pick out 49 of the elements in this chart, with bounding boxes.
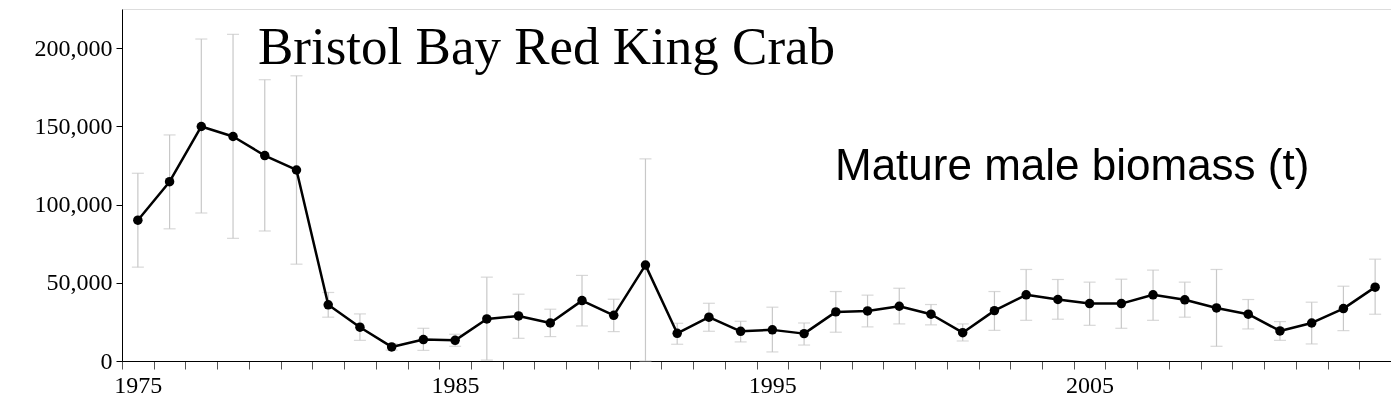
point [418, 334, 429, 345]
point [608, 310, 619, 321]
point [767, 325, 778, 335]
point [672, 328, 682, 339]
y-tick-label: 0 [100, 347, 113, 374]
point [831, 307, 841, 317]
point [323, 300, 333, 310]
point [799, 328, 809, 339]
point [133, 215, 143, 225]
point [1021, 290, 1031, 300]
y-tick-label: 100,000 [34, 191, 113, 218]
point [1338, 303, 1349, 314]
point [545, 318, 556, 328]
point [1116, 298, 1127, 309]
point [704, 312, 714, 322]
point [894, 301, 905, 311]
x-tick-label: 1975 [114, 371, 163, 398]
point [640, 260, 651, 270]
point [1370, 282, 1380, 292]
point [1243, 309, 1253, 319]
point [1211, 303, 1222, 313]
point [735, 326, 746, 337]
point [355, 322, 365, 332]
point [957, 327, 968, 338]
point [989, 305, 1000, 316]
point [1275, 326, 1285, 336]
point [1148, 290, 1158, 300]
x-tick-label: 2005 [1066, 371, 1115, 398]
point [196, 121, 207, 132]
point [513, 311, 524, 321]
point [862, 306, 873, 316]
point [164, 176, 175, 187]
y-tick-label: 50,000 [46, 269, 113, 296]
point [1306, 318, 1317, 328]
x-tick-label: 1985 [431, 371, 480, 398]
point [1180, 295, 1190, 305]
point [1084, 298, 1095, 309]
x-tick-label: 1995 [748, 371, 797, 398]
point [577, 295, 587, 306]
point [1053, 294, 1063, 305]
point [260, 150, 270, 161]
point [291, 165, 302, 175]
point [482, 314, 492, 324]
chart-title: Bristol Bay Red King Crab [258, 17, 836, 75]
annotation: Mature male biomass (t) [835, 140, 1310, 189]
y-tick-label: 150,000 [34, 112, 113, 139]
point [228, 131, 238, 142]
y-tick-label: 200,000 [34, 34, 113, 61]
point [926, 309, 936, 319]
